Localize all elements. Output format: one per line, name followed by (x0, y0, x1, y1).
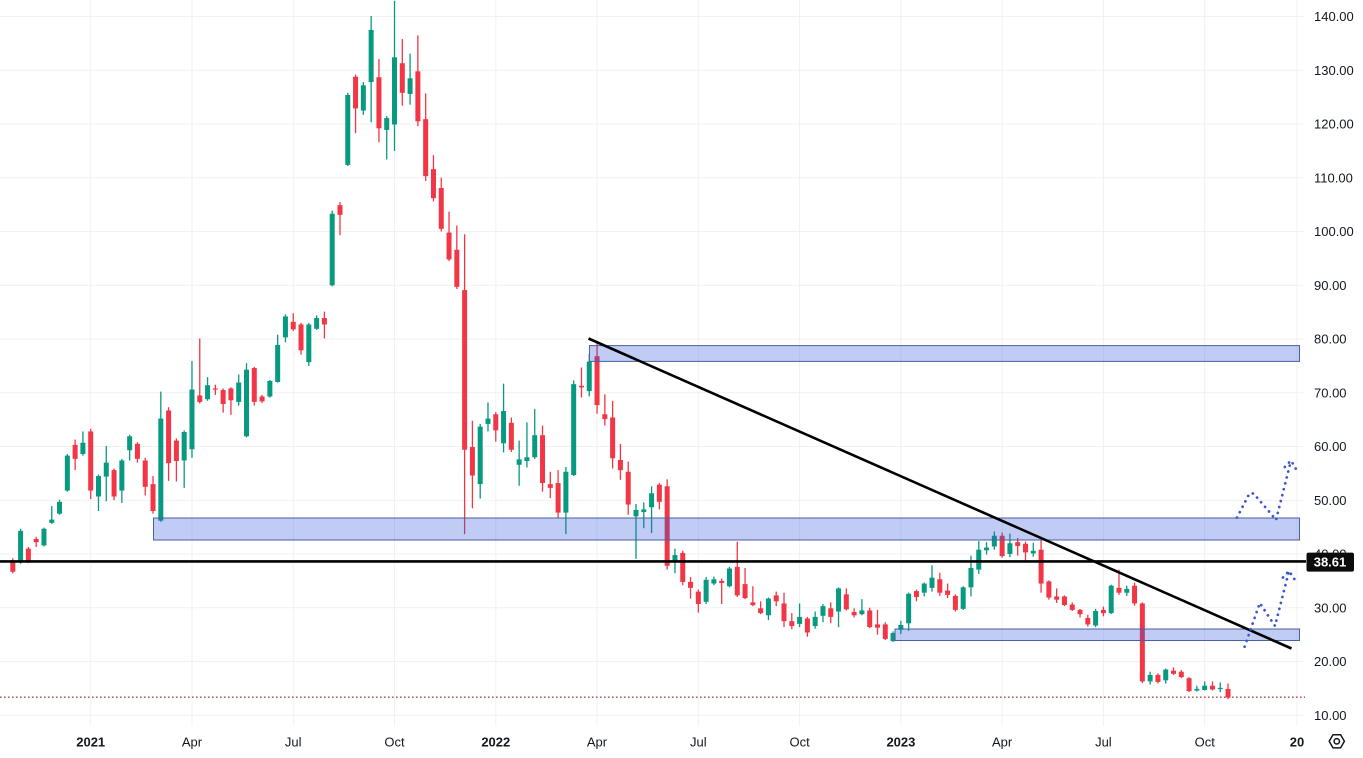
svg-text:38.61: 38.61 (1314, 555, 1347, 570)
svg-text:Apr: Apr (587, 735, 608, 750)
svg-text:Apr: Apr (182, 735, 203, 750)
svg-text:10.00: 10.00 (1314, 708, 1347, 723)
svg-text:Jul: Jul (1095, 735, 1112, 750)
svg-text:Oct: Oct (789, 735, 810, 750)
svg-text:Apr: Apr (992, 735, 1013, 750)
svg-text:2022: 2022 (481, 735, 510, 750)
svg-text:80.00: 80.00 (1314, 332, 1347, 347)
svg-text:120.00: 120.00 (1314, 117, 1354, 132)
svg-text:100.00: 100.00 (1314, 224, 1354, 239)
svg-text:Jul: Jul (690, 735, 707, 750)
svg-text:60.00: 60.00 (1314, 439, 1347, 454)
svg-text:50.00: 50.00 (1314, 493, 1347, 508)
svg-text:90.00: 90.00 (1314, 278, 1347, 293)
svg-text:30.00: 30.00 (1314, 600, 1347, 615)
svg-text:140.00: 140.00 (1314, 9, 1354, 24)
svg-text:2021: 2021 (76, 735, 105, 750)
svg-text:130.00: 130.00 (1314, 63, 1354, 78)
svg-text:Oct: Oct (384, 735, 405, 750)
svg-text:Oct: Oct (1195, 735, 1216, 750)
svg-text:20.00: 20.00 (1314, 654, 1347, 669)
svg-text:Jul: Jul (285, 735, 302, 750)
svg-text:20: 20 (1290, 735, 1304, 750)
svg-text:70.00: 70.00 (1314, 385, 1347, 400)
svg-text:2023: 2023 (886, 735, 915, 750)
svg-text:110.00: 110.00 (1314, 170, 1353, 185)
